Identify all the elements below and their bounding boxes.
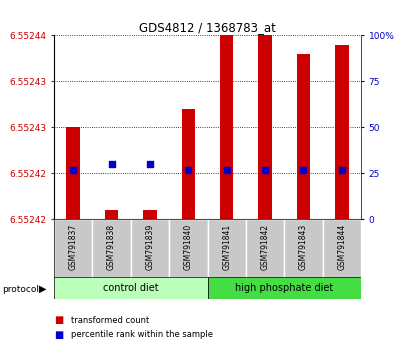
Bar xyxy=(143,210,156,219)
Bar xyxy=(182,109,195,219)
Text: protocol: protocol xyxy=(2,285,39,294)
Bar xyxy=(335,45,349,219)
Point xyxy=(300,167,307,173)
Text: GSM791837: GSM791837 xyxy=(68,224,78,270)
Bar xyxy=(246,219,284,278)
Bar xyxy=(131,219,169,278)
Text: percentile rank within the sample: percentile rank within the sample xyxy=(71,330,212,339)
Point xyxy=(223,167,230,173)
Point xyxy=(146,161,153,167)
Text: GSM791844: GSM791844 xyxy=(337,224,347,270)
Text: GSM791839: GSM791839 xyxy=(145,224,154,270)
Bar xyxy=(105,210,118,219)
Bar xyxy=(284,219,323,278)
Bar xyxy=(93,219,131,278)
Point xyxy=(70,167,76,173)
Point xyxy=(339,167,345,173)
Bar xyxy=(54,219,92,278)
Bar xyxy=(208,219,246,278)
Bar xyxy=(259,35,272,219)
Bar xyxy=(323,219,361,278)
Bar xyxy=(169,219,208,278)
Text: ■: ■ xyxy=(54,330,63,339)
Text: GSM791840: GSM791840 xyxy=(184,224,193,270)
Bar xyxy=(220,35,233,219)
Text: high phosphate diet: high phosphate diet xyxy=(235,283,333,293)
Text: GSM791838: GSM791838 xyxy=(107,224,116,270)
Point xyxy=(262,167,269,173)
Text: ▶: ▶ xyxy=(39,284,47,294)
Text: GSM791842: GSM791842 xyxy=(261,224,270,270)
Text: GSM791843: GSM791843 xyxy=(299,224,308,270)
Bar xyxy=(66,127,80,219)
Point xyxy=(185,167,192,173)
Text: ■: ■ xyxy=(54,315,63,325)
Text: GSM791841: GSM791841 xyxy=(222,224,231,270)
Bar xyxy=(208,277,361,299)
Text: control diet: control diet xyxy=(103,283,159,293)
Text: transformed count: transformed count xyxy=(71,316,149,325)
Title: GDS4812 / 1368783_at: GDS4812 / 1368783_at xyxy=(139,21,276,34)
Bar xyxy=(297,54,310,219)
Point xyxy=(108,161,115,167)
Bar xyxy=(54,277,208,299)
